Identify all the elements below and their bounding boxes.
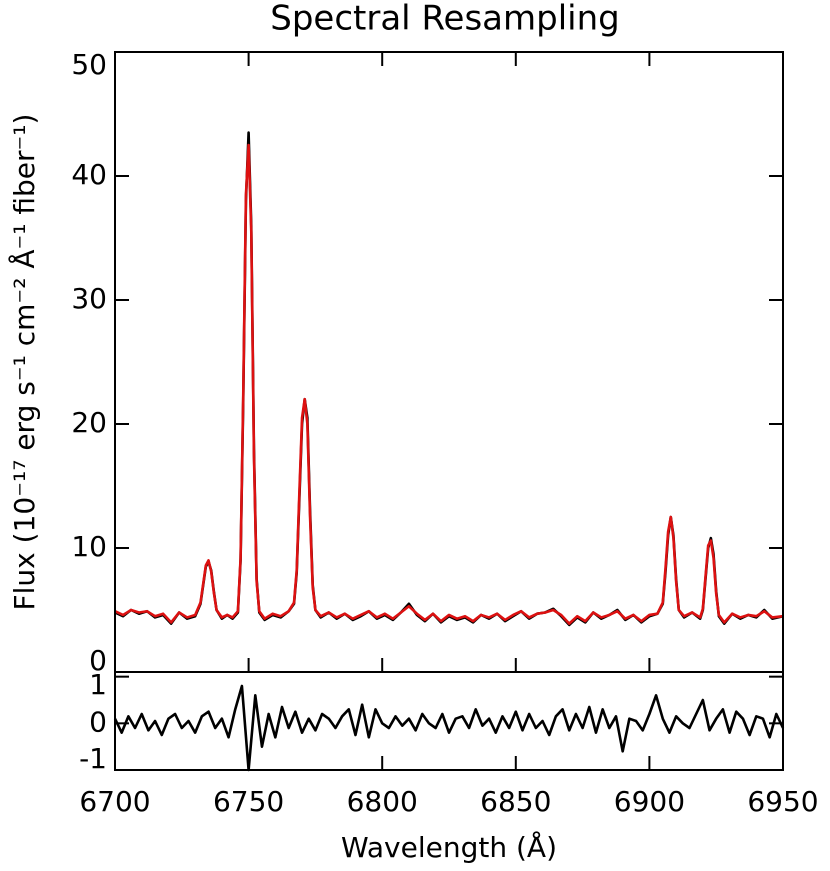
x-tick-label: 6850 <box>480 785 551 818</box>
x-tick-label: 6750 <box>213 785 284 818</box>
y-tick-label: 10 <box>71 530 107 563</box>
y-tick-label: 20 <box>71 406 107 439</box>
plot-frame <box>114 51 784 673</box>
y-tick-label: 40 <box>71 158 107 191</box>
spectrum-line <box>114 131 784 627</box>
y-axis-label: Flux (10⁻¹⁷ erg s⁻¹ cm⁻² Å⁻¹ fiber⁻¹) <box>7 114 41 611</box>
y-tick-label: 30 <box>71 282 107 315</box>
y-tick-label: 50 <box>71 48 107 81</box>
x-axis-label: Wavelength (Å) <box>341 830 557 864</box>
y-tick-label: 1 <box>89 668 107 701</box>
x-tick-label: 6900 <box>614 785 685 818</box>
y-tick-label: 0 <box>89 644 107 677</box>
x-tick-label: 6700 <box>79 785 150 818</box>
x-tick-label: 6950 <box>747 785 818 818</box>
spectrum-line <box>114 143 784 625</box>
y-tick-label: -1 <box>79 742 107 775</box>
spectrum-line <box>113 684 785 772</box>
chart-title: Spectral Resampling <box>270 0 619 39</box>
x-tick-label: 6800 <box>347 785 418 818</box>
plot-frame <box>114 671 784 771</box>
y-tick-label: 0 <box>89 705 107 738</box>
